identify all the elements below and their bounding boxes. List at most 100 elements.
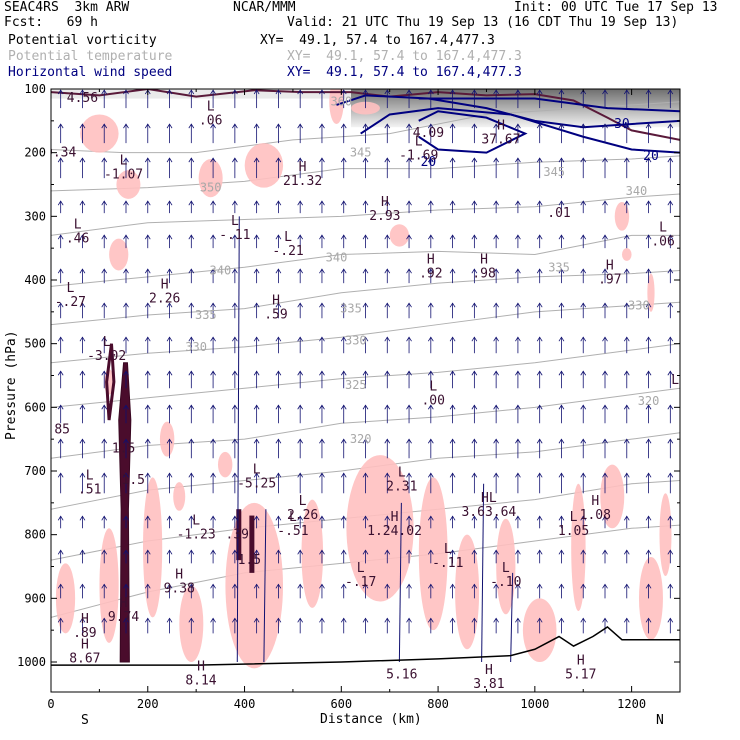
wind-vector-head [362,123,369,129]
pv-marker-type-18: H [161,278,169,293]
wind-vector-head [166,123,173,129]
wind-vector-head [166,472,173,478]
wind-vector-head [449,336,456,342]
wind-vector-head [536,515,543,521]
wind-vector-head [493,200,499,206]
wind-vector-head [319,549,325,555]
theta-label-14: 320 [638,394,660,408]
pv-positive-region-24 [55,563,76,634]
wind-vector-head [232,515,238,521]
wind-vector-head [210,89,216,95]
wind-vector-head [210,234,216,240]
wind-vector-head [79,200,86,206]
wind-vector-head [144,583,151,589]
wind-vector-head [188,302,195,308]
wind-vector-head [406,583,412,589]
pv-marker-value-11: -.11 [219,228,250,243]
wind-vector-head [623,89,630,95]
wind-vector-head [667,123,674,129]
wind-vector-head [384,123,391,129]
wind-vector-head [580,370,587,376]
wind-vector-head [166,336,173,342]
wind-vector-head [471,268,478,274]
updraft-vector-3 [481,483,485,663]
pv-marker-type-21: L [429,380,437,395]
wind-vector-head [427,617,434,623]
pv-marker-value-36: 1.05 [558,524,589,539]
wind-vector-head [253,123,260,129]
pv-marker-value-33: .39 [226,527,249,542]
wind-vector-head [427,404,434,410]
wind-vector-head [79,302,86,308]
wind-vector-head [188,370,195,376]
wind-vector-head [123,404,129,410]
pv-marker-value-27: -5.25 [237,476,276,491]
wind-vector-head [188,336,195,342]
wind-vector-head [319,438,325,444]
wind-vector-head [580,515,587,521]
wind-vector-head [144,617,151,623]
wind-vector-head [210,123,216,129]
isentrope-4 [51,269,680,326]
wind-vector-head [275,583,282,589]
south-label: S [81,713,89,728]
wind-vector-head [253,157,260,163]
theta-label-4: 350 [200,181,222,195]
wind-vector-head [471,157,478,163]
wind-vector-head [275,157,282,163]
wind-vector-head [384,89,391,95]
wind-vector-head [362,302,369,308]
wind-vector-head [449,549,456,555]
pv-positive-region-22 [659,493,672,577]
wind-vector-head [667,234,674,240]
wind-vector-head [471,515,478,521]
pv-marker-value-40: -.17 [345,575,376,590]
wind-vector-head [623,268,630,274]
theta-label-7: 335 [548,260,570,274]
wind-vector-head [253,583,260,589]
wind-vector-head [275,89,282,95]
wind-vector-head [188,123,195,129]
wind-vector-head [623,336,630,342]
wind-vector-head [493,472,499,478]
pv-marker-type-47: H [485,663,493,678]
wind-vector-head [297,200,304,206]
wind-vector-head [536,438,543,444]
wind-vector-head [166,268,173,274]
field-xy-wind: XY= 49.1, 57.4 to 167.4,477.3 [287,65,522,80]
wind-vector-head [362,515,369,521]
pv-marker-type-14: H [480,252,488,267]
pv-marker-type-3: L [120,154,128,169]
wind-vector-head [123,89,129,95]
wind-vector-head [667,515,674,521]
y-tick-label-3: 400 [24,273,46,287]
x-tick-label-4: 800 [427,697,449,711]
pv-marker-value-41: -.10 [490,575,521,590]
wind-vector-head [166,438,173,444]
wind-vector-head [580,302,587,308]
field-name-wind: Horizontal wind speed [8,65,173,80]
wind-vector-head [427,438,434,444]
pv-marker-value-0: 4.56 [67,91,98,106]
wind-vector-head [471,370,478,376]
wind-vector-head [79,438,86,444]
wind-vector-head [79,234,86,240]
wind-vector-head [340,617,347,623]
wind-vector-head [232,234,238,240]
wind-vector-head [57,336,64,342]
pv-positive-region-1 [116,170,141,199]
wind-vector-head [362,157,369,163]
wind-vector-head [232,370,238,376]
wind-vector-head [558,438,565,444]
wind-vector-head [210,404,216,410]
wind-vector-head [232,123,238,129]
pv-marker-value-4: 21.32 [283,174,322,189]
wind-vector-head [275,370,282,376]
wind-vector-head [602,472,608,478]
wind-vector-head [319,302,325,308]
agency-name: NCAR/MMM [233,0,296,15]
wind-vector-head [427,472,434,478]
theta-label-1: 345 [350,146,372,160]
wind-vector-head [253,302,260,308]
wind-vector-head [471,234,478,240]
